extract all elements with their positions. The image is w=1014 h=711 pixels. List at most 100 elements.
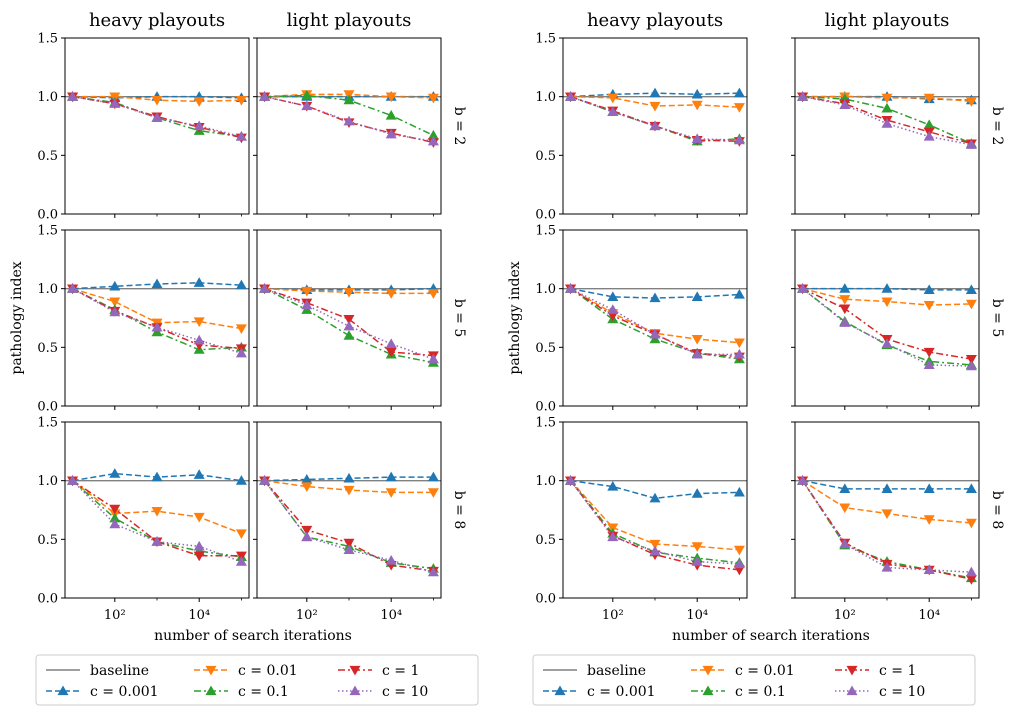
legend-marker [349, 665, 361, 676]
data-point [193, 551, 205, 562]
data-point [427, 93, 439, 104]
legend-marker [205, 665, 217, 676]
series-line [570, 480, 740, 551]
data-point [343, 544, 355, 555]
data-point [965, 354, 977, 365]
data-point [385, 471, 397, 482]
data-point [607, 304, 619, 314]
y-axis-label: pathology index [9, 261, 25, 374]
data-point [649, 120, 661, 131]
data-point [839, 295, 851, 305]
data-point [923, 119, 935, 129]
data-point [427, 353, 439, 364]
subplot-right-row0-col1: b = 2 [791, 37, 1005, 218]
data-point [923, 284, 935, 294]
column-title: heavy playouts [89, 10, 225, 31]
legend-marker [205, 685, 217, 696]
data-point [965, 97, 977, 107]
series-line [802, 95, 972, 145]
data-point [301, 100, 313, 111]
row-label: b = 2 [989, 107, 1005, 146]
y-tick-label: 0.0 [535, 400, 556, 415]
y-tick-label: 1.0 [37, 282, 58, 297]
y-tick-label: 1.5 [37, 416, 58, 431]
data-point [109, 280, 121, 291]
data-point [565, 475, 577, 485]
data-point [301, 482, 313, 493]
subplot-right-row0-col0: 0.0 0.5 1.0 1.5 [535, 32, 748, 223]
legend-marker [846, 665, 858, 676]
data-point [881, 297, 893, 308]
data-point [691, 100, 703, 111]
subplot-right-row1-col0: 0.0 0.5 1.0 1.5 [535, 224, 748, 415]
y-tick-label: 1.0 [37, 474, 58, 489]
data-point [881, 483, 893, 494]
data-point [733, 565, 745, 576]
data-point [839, 304, 851, 315]
plot-frame [562, 229, 748, 407]
subplot-left-row2-col0: 0.0 0.5 1.0 1.5 10² 10⁴ [37, 416, 250, 623]
data-point [109, 306, 121, 317]
data-point [733, 338, 745, 349]
data-point [607, 531, 619, 542]
legend-label: c = 0.1 [735, 684, 786, 700]
y-tick-label: 1.0 [535, 90, 556, 105]
data-point [301, 525, 313, 536]
data-point [343, 320, 355, 331]
data-point [385, 338, 397, 348]
y-axis-label: pathology index [507, 261, 523, 374]
data-point [691, 488, 703, 498]
data-point [235, 529, 247, 539]
data-point [235, 279, 247, 290]
data-point [235, 556, 247, 566]
y-tick-label: 1.0 [37, 90, 58, 105]
data-point [733, 486, 745, 497]
data-point [151, 96, 163, 106]
subplot-left-row1-col0: 0.0 0.5 1.0 1.5 [37, 224, 250, 415]
plot-frame [64, 37, 250, 215]
data-point [839, 483, 851, 494]
y-tick-label: 0.5 [535, 533, 556, 548]
legend-label: c = 0.01 [735, 663, 795, 679]
x-tick-label: 10² [296, 608, 318, 623]
y-tick-label: 0.5 [37, 149, 58, 164]
data-point [733, 289, 745, 299]
data-point [733, 558, 745, 569]
data-point [427, 566, 439, 577]
data-point [923, 483, 935, 494]
data-point [193, 540, 205, 551]
data-point [385, 289, 397, 299]
series-line [570, 288, 740, 360]
series-line [264, 94, 434, 137]
data-point [839, 503, 851, 514]
data-point [691, 556, 703, 566]
data-point [301, 89, 313, 100]
y-tick-label: 0.0 [37, 208, 58, 223]
row-label: b = 8 [989, 491, 1005, 530]
y-tick-label: 0.5 [37, 533, 58, 548]
data-point [109, 468, 121, 478]
figure-group-right: heavy playouts light playouts 0.0 0.5 1.0 1.5… [507, 10, 1005, 706]
data-point [235, 347, 247, 358]
series-line [72, 95, 242, 138]
data-point [965, 518, 977, 529]
data-point [427, 471, 439, 482]
data-point [923, 359, 935, 370]
data-point [385, 128, 397, 139]
data-point [607, 93, 619, 104]
data-point [691, 88, 703, 99]
data-point [193, 120, 205, 131]
subplot-right-row1-col1: b = 5 [791, 229, 1005, 410]
legend-label: c = 0.001 [587, 684, 656, 700]
data-point [797, 475, 809, 485]
data-point [235, 324, 247, 335]
data-point [607, 481, 619, 491]
row-label: b = 5 [451, 299, 467, 338]
data-point [235, 131, 247, 141]
data-point [965, 360, 977, 371]
data-point [649, 545, 661, 556]
data-point [343, 330, 355, 340]
data-point [235, 475, 247, 485]
series-line [72, 480, 242, 557]
data-point [607, 291, 619, 302]
